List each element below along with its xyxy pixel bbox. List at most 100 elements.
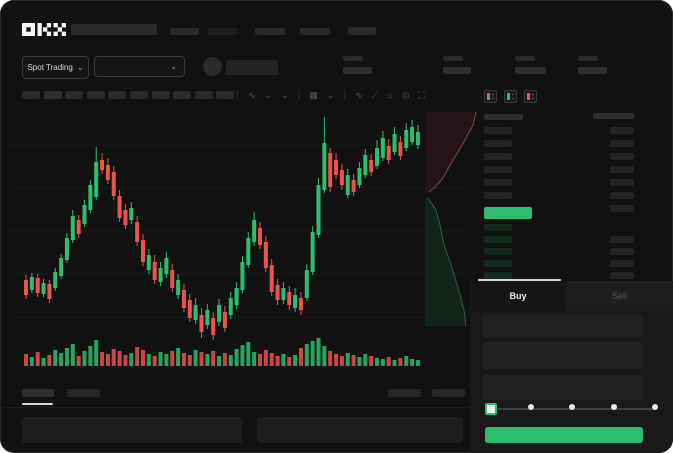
- timeframe-pill[interactable]: [65, 91, 84, 99]
- volume-bar: [70, 344, 75, 366]
- bid-row-left[interactable]: [484, 236, 512, 243]
- candle-body: [234, 288, 239, 305]
- timeframe-pill[interactable]: [130, 91, 148, 99]
- bid-row-right[interactable]: [610, 248, 634, 255]
- pair-selector-dropdown[interactable]: ⌄: [94, 56, 185, 77]
- ask-row-left[interactable]: [484, 153, 512, 160]
- candle-body: [117, 196, 122, 218]
- market-type-selector[interactable]: Spot Trading ⌄: [22, 56, 89, 79]
- orders-filter-2[interactable]: [432, 389, 465, 397]
- ask-row-left[interactable]: [484, 166, 512, 173]
- volume-bar: [47, 355, 52, 366]
- ask-row-right[interactable]: [610, 127, 634, 134]
- volume-bar: [222, 353, 227, 366]
- volume-bar: [217, 356, 222, 366]
- orderbook-header-left: [484, 114, 523, 120]
- ask-row-right[interactable]: [610, 205, 634, 212]
- drawing-tools-icon[interactable]: ⟋: [371, 89, 379, 100]
- volume-bar: [41, 358, 46, 366]
- timeframe-pill[interactable]: [216, 91, 235, 99]
- candle-body: [345, 175, 350, 195]
- line-chart-type-icon[interactable]: ∿: [247, 89, 256, 100]
- orders-empty-panel-1: [22, 417, 242, 443]
- ask-row-right[interactable]: [610, 140, 634, 147]
- candle-body: [310, 232, 315, 272]
- book-line-glyph: [512, 94, 514, 95]
- ask-row-left[interactable]: [484, 192, 512, 199]
- okx-logo[interactable]: [22, 22, 66, 37]
- tab-buy[interactable]: Buy: [470, 281, 566, 311]
- bid-row-left[interactable]: [484, 224, 512, 231]
- last-price-highlight[interactable]: [484, 207, 532, 219]
- book-line-glyph: [492, 94, 494, 95]
- candle-body: [217, 305, 222, 322]
- orders-tab-active[interactable]: [22, 389, 54, 397]
- book-line-glyph: [512, 98, 514, 99]
- amount-input[interactable]: [482, 342, 643, 369]
- orders-filter-1[interactable]: [388, 389, 421, 397]
- ask-row-right[interactable]: [610, 192, 634, 199]
- candle-style-icon[interactable]: ▦: [309, 89, 318, 100]
- ask-row-right[interactable]: [610, 166, 634, 173]
- stat-label-3: [515, 56, 535, 61]
- ask-row-left[interactable]: [484, 140, 512, 147]
- volume-bar: [170, 351, 175, 366]
- candle-style-caret-icon[interactable]: ⌄: [326, 89, 335, 100]
- timeframe-pill[interactable]: [22, 91, 40, 99]
- timeframe-pill[interactable]: [108, 91, 127, 99]
- ask-row-right[interactable]: [610, 153, 634, 160]
- combined-book-icon[interactable]: [484, 90, 497, 103]
- volume-bar: [287, 357, 292, 366]
- volume-bar: [404, 356, 409, 366]
- tab-sell[interactable]: Sell: [566, 281, 673, 311]
- slider-stop[interactable]: [652, 404, 658, 410]
- nav-item-5[interactable]: [348, 27, 376, 35]
- fullscreen-icon[interactable]: ⛶: [418, 89, 425, 100]
- bid-row-right[interactable]: [610, 236, 634, 243]
- timeframe-pill[interactable]: [151, 91, 170, 99]
- chart-settings-icon[interactable]: ◎: [401, 89, 410, 100]
- nav-item-3[interactable]: [255, 28, 285, 35]
- slider-stop[interactable]: [610, 404, 617, 410]
- chart-type-caret-icon[interactable]: ⌄: [264, 89, 272, 100]
- bid-row-left[interactable]: [484, 260, 512, 267]
- timeframe-caret-icon[interactable]: ⌄: [280, 89, 289, 100]
- total-input[interactable]: [482, 375, 643, 400]
- bid-row-left[interactable]: [484, 248, 512, 255]
- volume-bar: [111, 349, 116, 366]
- ask-row-left[interactable]: [484, 179, 512, 186]
- timeframe-pill[interactable]: [86, 91, 105, 99]
- volume-bar: [322, 346, 327, 366]
- bid-row-right[interactable]: [610, 272, 634, 279]
- toolbar-divider: |: [297, 89, 301, 101]
- candle-body: [269, 265, 274, 292]
- candle-body: [24, 280, 28, 295]
- price-input[interactable]: [482, 314, 643, 337]
- asks-book-icon[interactable]: [524, 90, 537, 103]
- timeframe-pill[interactable]: [194, 91, 213, 99]
- buy-button[interactable]: [485, 427, 643, 443]
- bid-row-left[interactable]: [484, 272, 512, 279]
- ask-row-left[interactable]: [484, 127, 512, 134]
- bids-book-icon[interactable]: [504, 90, 517, 103]
- volume-bar: [415, 360, 420, 366]
- nav-item-2[interactable]: [208, 28, 237, 35]
- timeframe-pill[interactable]: [43, 91, 62, 99]
- nav-item-1[interactable]: [170, 28, 199, 35]
- volume-bar: [53, 350, 58, 366]
- candle-body: [263, 242, 268, 268]
- ask-row-right[interactable]: [610, 179, 634, 186]
- volume-bar: [152, 356, 157, 366]
- slider-stop[interactable]: [569, 404, 575, 410]
- slider-stop[interactable]: [527, 404, 534, 410]
- search-input[interactable]: [71, 24, 157, 35]
- timeframe-pill[interactable]: [173, 91, 192, 99]
- indicators-icon[interactable]: ∿: [355, 89, 363, 100]
- history-tab[interactable]: [67, 389, 100, 397]
- bid-row-right[interactable]: [610, 260, 634, 267]
- slider-handle[interactable]: [485, 403, 497, 415]
- screenshot-icon[interactable]: ⌂: [387, 90, 393, 100]
- nav-item-4[interactable]: [300, 28, 330, 35]
- volume-bar: [304, 344, 309, 366]
